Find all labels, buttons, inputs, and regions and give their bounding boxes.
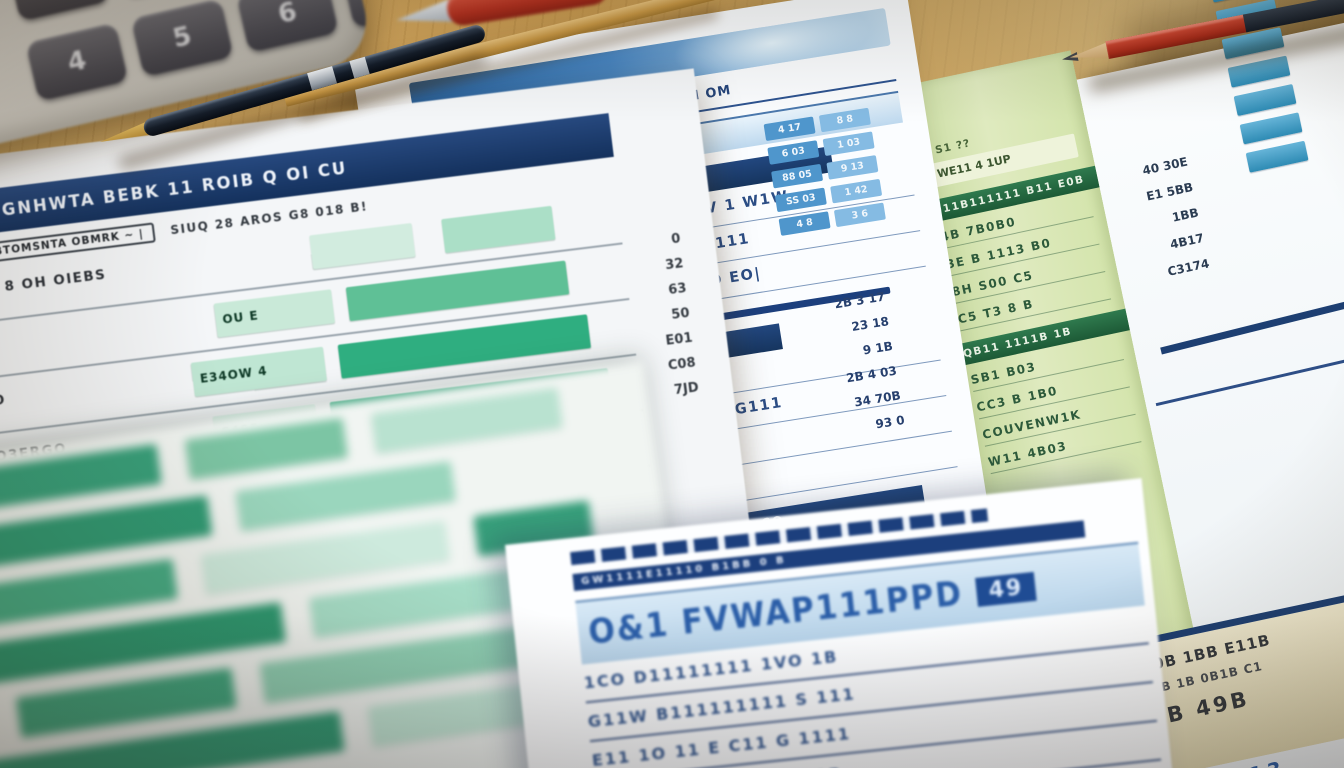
row-label: 6E BCRGRSE 8 OH OIEBS [0,266,108,309]
number-value: 7JD [673,380,700,399]
blue-cell: 1 42 [830,178,883,204]
left-side-numbers: 0 32 63 50 E01 C08 7JD [652,231,700,398]
number-value: 2B 4 03 [845,363,898,386]
number-value: E1 5BB [1145,180,1195,204]
navy-rule [1160,299,1344,355]
calculator-key: 5 [130,0,234,78]
calculator-key: 4 [25,22,129,102]
bar-segment [0,558,178,625]
blue-cell: SS 03 [774,187,827,213]
number-value: 0 [670,231,682,248]
number-value: 63 [667,280,688,299]
calculator-key: 6 [235,0,340,53]
number-value: 1BB [1170,205,1200,225]
number-value: C08 [667,355,697,374]
number-value: 32 [664,256,685,274]
teal-cell [1239,112,1303,145]
bar-segment [309,222,416,270]
number-value: 50 [670,305,691,323]
pencil-lead-tip [1061,52,1078,64]
number-value: 23 18 [850,314,890,334]
number-value: 9 1B [861,338,894,358]
blue-cell: 88 05 [771,163,824,189]
number-value: 4B17 [1168,230,1206,252]
blue-cell-grid: 4 17 8 8 6 03 1 03 88 05 9 13 SS 03 1 42… [763,107,886,236]
right-number-column: 40 30E E1 5BB 1BB 4B17 C3174 [1140,154,1211,280]
number-value: E01 [664,330,694,349]
banner-content: GW1111E11110 B1BB 0 B O&1 FVWAP111PPD 49… [570,493,1162,768]
bar-segment: E34OW 4 [190,346,327,397]
bar-segment: OU E [213,289,335,338]
bar-segment [370,387,563,454]
bar-segment [309,569,516,638]
teal-cell [1233,83,1297,116]
bar-segment [441,205,556,254]
bar-segment [0,443,162,514]
row-label: 1TC 1K9 4O [0,391,7,420]
bar-segment [184,417,348,480]
blue-cell: 6 03 [767,140,820,165]
number-value: C3174 [1166,256,1211,279]
banner-badge: 49 [975,571,1037,607]
blue-cell: 1 03 [822,131,875,157]
calculator-key: 7 [6,0,111,22]
number-value: 40 30E [1141,154,1189,178]
teal-cell [1245,140,1309,173]
number-value: 34 70B [853,388,902,410]
blue-cell: 9 13 [826,155,879,180]
